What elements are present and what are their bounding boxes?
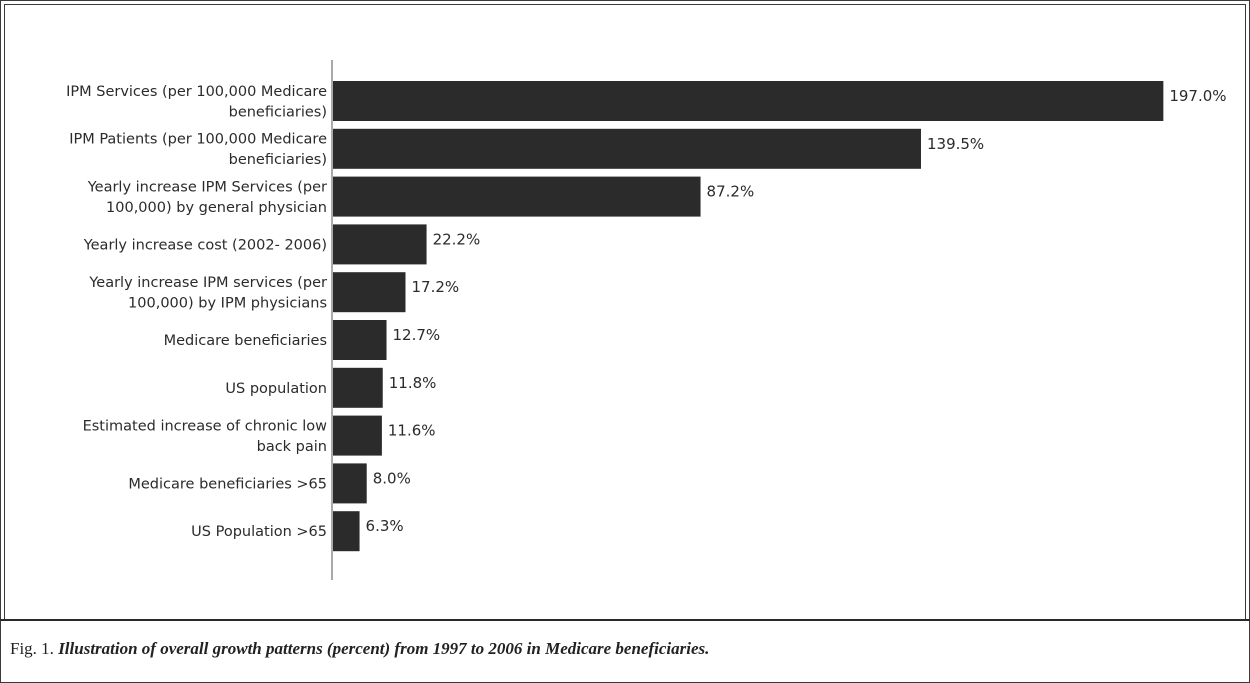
value-label-8: 8.0% xyxy=(373,469,411,487)
category-label-6: US population xyxy=(225,381,327,397)
chart-panel xyxy=(4,4,1246,619)
value-label-7: 11.6% xyxy=(388,422,436,440)
value-label-3: 22.2% xyxy=(433,230,481,248)
bar-7 xyxy=(333,415,382,456)
bar-4 xyxy=(333,272,406,313)
value-label-9: 6.3% xyxy=(366,517,404,535)
figure-caption: Fig. 1. Illustration of overall growth p… xyxy=(10,639,1240,659)
bar-9 xyxy=(333,511,360,552)
category-label-9: US Population >65 xyxy=(191,524,327,540)
category-label-0: IPM Services (per 100,000 Medicare benefi… xyxy=(66,84,327,121)
figure-number: Fig. 1. xyxy=(10,639,54,658)
caption-text: Illustration of overall growth patterns … xyxy=(58,639,710,658)
caption-divider xyxy=(0,619,1250,621)
category-label-3: Yearly increase cost (2002- 2006) xyxy=(83,237,327,253)
bar-2 xyxy=(333,176,701,217)
category-label-2: Yearly increase IPM Services (per 100,000… xyxy=(87,179,327,216)
category-label-5: Medicare beneficiaries xyxy=(164,333,327,349)
bar-6 xyxy=(333,367,383,408)
bars-layer: 197.0% IPM Services (per 100,000 Medicare… xyxy=(66,81,1227,552)
bar-0 xyxy=(333,81,1164,121)
category-label-1: IPM Patients (per 100,000 Medicare benefi… xyxy=(69,132,327,169)
bar-3 xyxy=(333,224,427,265)
value-label-2: 87.2% xyxy=(707,183,755,201)
value-label-0: 197.0% xyxy=(1169,87,1226,105)
value-label-1: 139.5% xyxy=(927,135,984,153)
value-label-4: 17.2% xyxy=(411,278,459,296)
category-label-8: Medicare beneficiaries >65 xyxy=(128,476,327,492)
bar-1 xyxy=(333,128,921,169)
category-label-4: Yearly increase IPM services (per 100,000… xyxy=(88,275,327,312)
value-label-5: 12.7% xyxy=(393,326,441,344)
bar-8 xyxy=(333,463,367,504)
value-label-6: 11.8% xyxy=(389,374,437,392)
category-label-7: Estimated increase of chronic low back pa… xyxy=(83,418,328,455)
bar-5 xyxy=(333,320,387,360)
